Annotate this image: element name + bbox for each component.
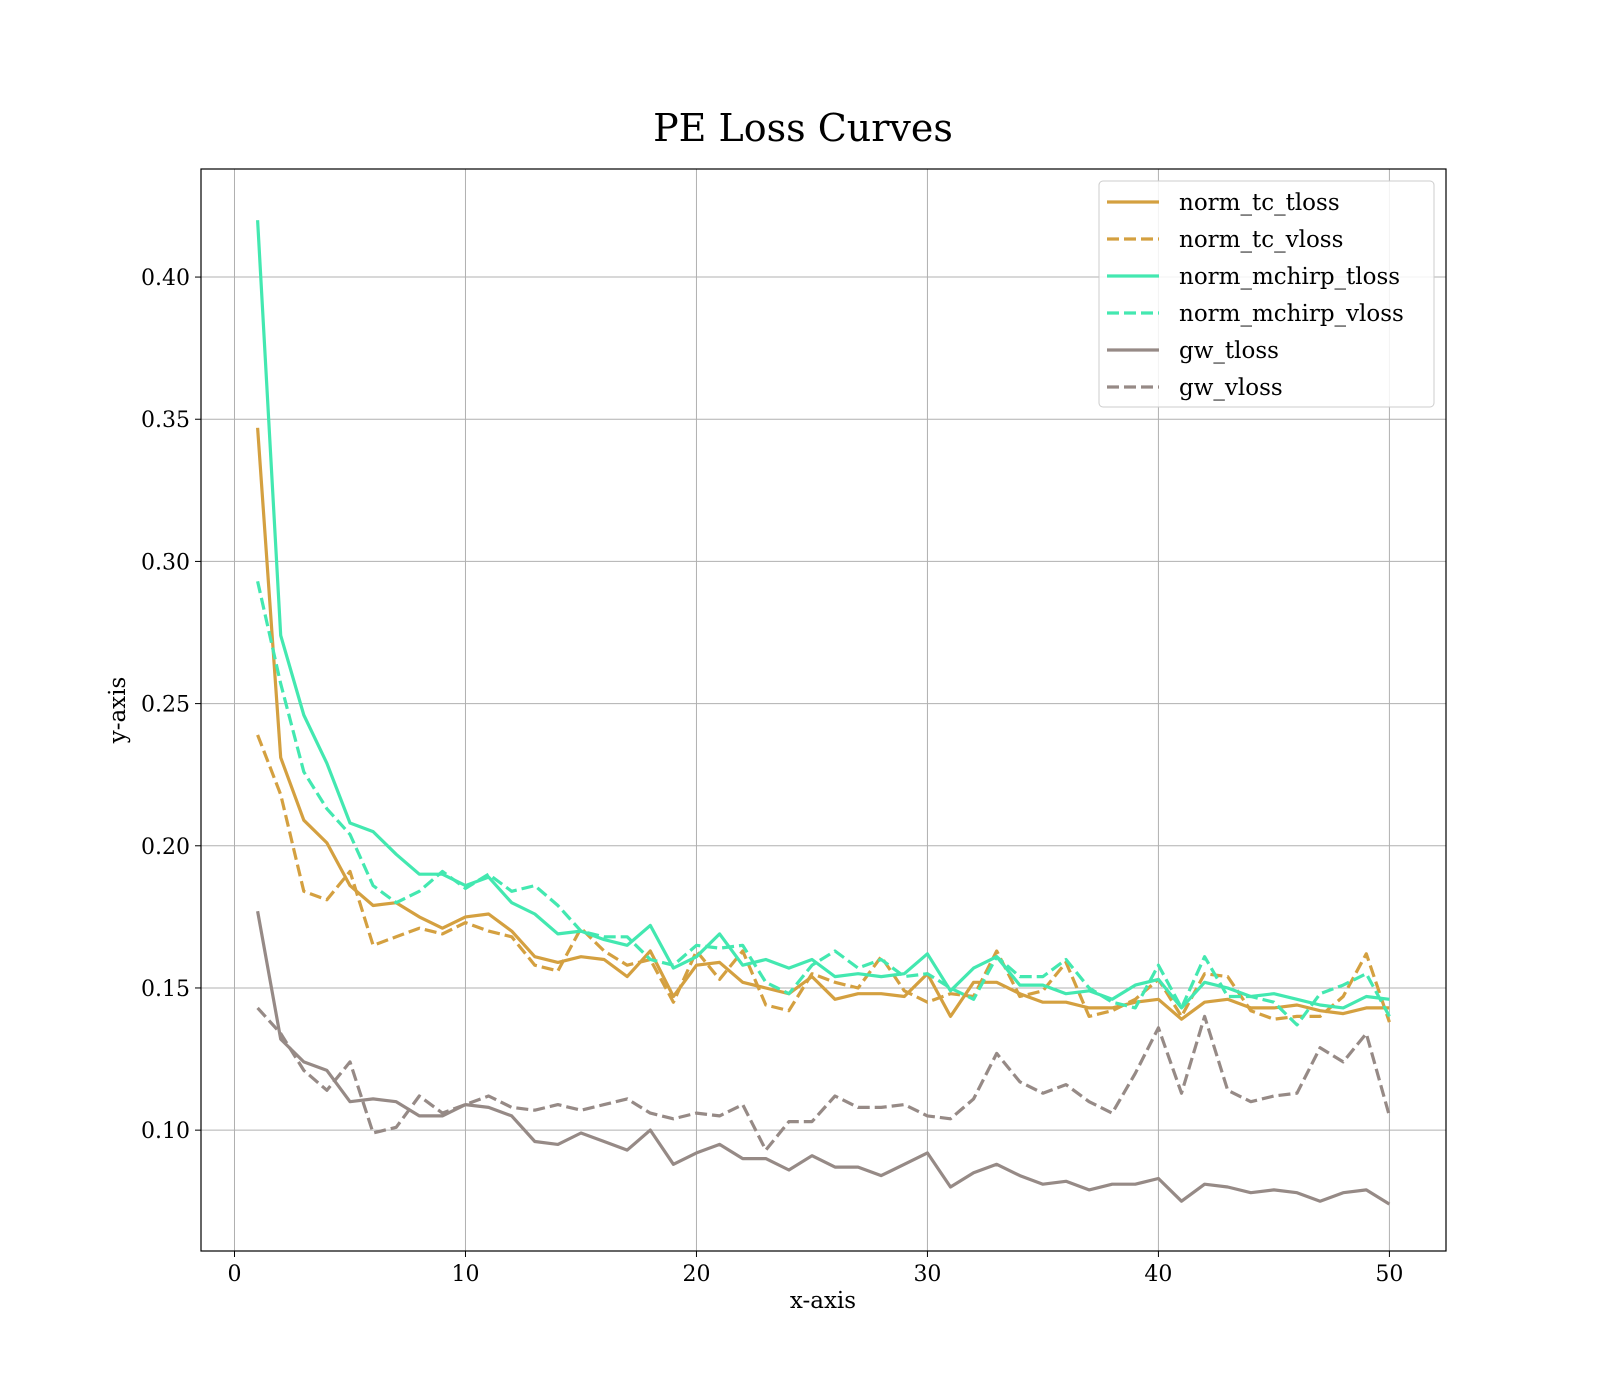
- y-tick-label: 0.20: [141, 835, 190, 860]
- x-tick-label: 20: [682, 1262, 710, 1287]
- legend-label: gw_vloss: [1179, 375, 1283, 401]
- series-line-gw-tloss: [256, 910, 1391, 1206]
- y-axis-label: y-axis: [105, 677, 131, 745]
- series-layer: [256, 220, 1391, 1206]
- x-tick-label: 0: [227, 1262, 241, 1287]
- series-line-gw-vloss: [256, 1006, 1391, 1152]
- y-tick-label: 0.35: [141, 408, 190, 433]
- x-axis-label: x-axis: [790, 1288, 856, 1314]
- legend: norm_tc_tloss norm_tc_vloss norm_mchirp_tl…: [1098, 180, 1435, 408]
- x-tick-label: 50: [1375, 1262, 1403, 1287]
- y-tick-label: 0.30: [141, 550, 190, 575]
- x-axis: 0 10 20 30 40 50: [227, 1251, 1403, 1287]
- x-tick-label: 40: [1144, 1262, 1172, 1287]
- legend-label: gw_tloss: [1179, 338, 1279, 364]
- legend-label: norm_tc_tloss: [1179, 190, 1340, 216]
- series-line-norm-tc-tloss: [256, 427, 1390, 1021]
- legend-label: norm_tc_vloss: [1179, 227, 1343, 253]
- series-line-norm-tc-vloss: [256, 734, 1391, 1023]
- legend-label: norm_mchirp_vloss: [1179, 301, 1404, 327]
- legend-box: [1098, 180, 1435, 408]
- y-tick-label: 0.25: [141, 693, 190, 718]
- y-tick-label: 0.10: [141, 1119, 190, 1144]
- y-tick-label: 0.40: [141, 266, 190, 291]
- y-axis: 0.10 0.15 0.20 0.25 0.30 0.35 0.40: [141, 266, 201, 1144]
- series-line-norm-mchirp-tloss: [256, 220, 1390, 1010]
- y-tick-label: 0.15: [141, 977, 190, 1002]
- x-tick-label: 30: [913, 1262, 941, 1287]
- chart-title: PE Loss Curves: [653, 106, 953, 150]
- series-line-norm-mchirp-vloss: [256, 580, 1391, 1027]
- plot-frame: [200, 168, 1447, 1252]
- x-tick-label: 10: [451, 1262, 479, 1287]
- legend-label: norm_mchirp_tloss: [1179, 264, 1400, 290]
